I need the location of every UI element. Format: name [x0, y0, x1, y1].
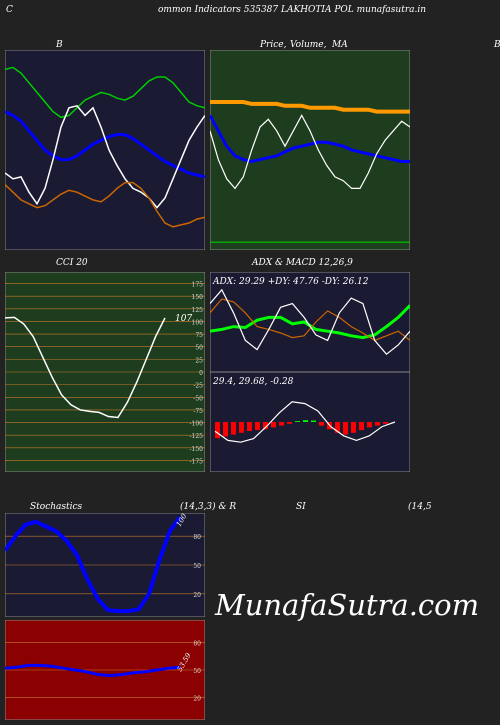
price-title-c: MA	[332, 40, 348, 50]
bb-title: B	[56, 40, 63, 50]
macd-bar	[311, 420, 316, 422]
bb-frame	[5, 50, 205, 250]
cci-tick-label: 100	[192, 319, 204, 326]
macd-bar	[335, 422, 340, 433]
cci-tick-label: -50	[193, 395, 203, 402]
stoch-tick-label: 80	[193, 534, 201, 541]
macd-bar	[247, 422, 252, 431]
macd-bar	[303, 420, 308, 422]
macd-line	[214, 401, 396, 443]
macd-readout: 29.4, 29.68, -0.28	[212, 377, 294, 387]
price-chart	[210, 50, 410, 250]
macd-bar	[351, 422, 356, 433]
stoch-line	[5, 515, 182, 614]
macd-bar	[295, 421, 300, 422]
stoch-title-a: Stochastics	[30, 502, 83, 512]
cci-chart: 175 150 125 100 75 50 25 0 -25 -50 -75 -100 -125 -150…	[5, 272, 205, 472]
stoch-tick-label: 20	[193, 592, 201, 599]
header-left-letter: C	[6, 5, 13, 15]
cci-tick-label: 125	[192, 307, 204, 314]
cci-tick-label: -100	[190, 421, 204, 428]
price-frame	[210, 50, 410, 250]
macd-bar	[287, 422, 292, 424]
cci-tick-label: 150	[192, 294, 204, 301]
macd-bar	[319, 422, 324, 426]
price-series-1	[210, 114, 410, 164]
macd-bar	[271, 422, 276, 428]
cci-tick-label: -75	[193, 408, 203, 415]
cci-title: CCI 20	[56, 258, 88, 268]
header-right-letter: B	[494, 40, 500, 50]
price-series-0	[210, 100, 410, 114]
cci-tick-label: -125	[190, 433, 204, 440]
macd-bar	[215, 422, 220, 439]
cci-tick-label: -25	[193, 383, 203, 390]
price-series-2	[210, 114, 410, 190]
macd-chart: 29.4, 29.68, -0.28	[210, 372, 410, 472]
cci-tick-label: -150	[190, 446, 204, 453]
cci-tick-label: 50	[195, 345, 203, 352]
cci-tick-label: -175	[190, 458, 204, 465]
watermark: MunafaSutra.com	[215, 588, 480, 622]
adx-title: ADX & MACD 12,26,9	[252, 258, 353, 268]
cci-tick-label: 0	[199, 370, 203, 377]
stoch-title-d: (14,5	[408, 502, 432, 512]
rsi-tick-label: 20	[193, 696, 201, 703]
macd-bar	[375, 422, 380, 426]
adx-frame	[210, 272, 410, 372]
header-title: ommon Indicators 535387 LAKHOTIA POL mun…	[158, 5, 427, 15]
bb-series-2	[5, 104, 205, 209]
cci-tick-label: 175	[192, 282, 204, 289]
cci-tick-label: 25	[195, 357, 203, 364]
macd-bar	[263, 422, 268, 430]
macd-bar	[239, 422, 244, 433]
rsi-tick-label: 80	[193, 640, 201, 647]
bb-series-3	[5, 181, 205, 228]
macd-bar	[279, 422, 284, 426]
rsi-tick-label: 50	[193, 668, 201, 675]
cci-tick-label: 75	[195, 332, 203, 339]
stoch-title-b: (14,3,3) & R	[180, 502, 237, 512]
macd-bar	[223, 422, 228, 437]
cci-value-label: 107	[175, 314, 192, 324]
price-title-b: Volume,	[290, 40, 327, 50]
stoch-tick-label: 50	[193, 563, 201, 570]
adx-readout: ADX: 29.29 +DY: 47.76 -DY: 26.12	[212, 277, 369, 287]
rsi-line	[5, 663, 181, 678]
adx-chart: ADX: 29.29 +DY: 47.76 -DY: 26.12	[210, 272, 410, 372]
bb-series-0	[5, 66, 205, 119]
macd-bar	[343, 422, 348, 435]
cci-line	[5, 316, 166, 419]
macd-bar	[231, 422, 236, 435]
macd-bar	[359, 422, 364, 431]
macd-bar	[383, 422, 388, 424]
adx-series-1	[210, 298, 410, 342]
price-title-a: Price,	[260, 40, 287, 50]
macd-bar	[367, 422, 372, 428]
adx-series-2	[210, 288, 410, 356]
bb-chart	[5, 50, 205, 250]
macd-bar	[255, 422, 260, 431]
stoch-title-c: SI	[296, 502, 306, 512]
